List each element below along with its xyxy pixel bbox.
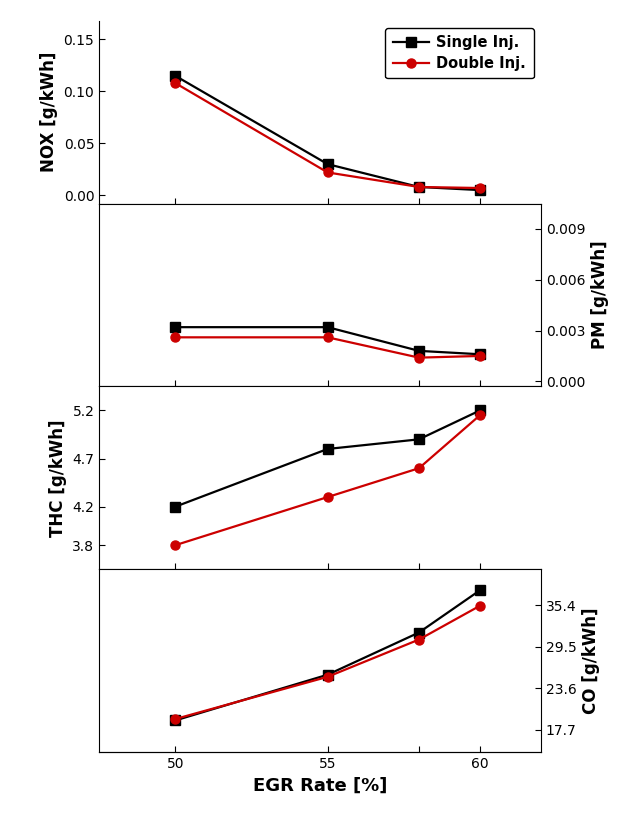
Legend: Single Inj., Double Inj.: Single Inj., Double Inj. [385, 28, 534, 78]
Y-axis label: CO [g/kWh]: CO [g/kWh] [582, 607, 600, 714]
Single Inj. [324, 160, 332, 170]
Y-axis label: NOX [g/kWh]: NOX [g/kWh] [40, 52, 58, 172]
Single Inj. [172, 71, 179, 81]
Y-axis label: PM [g/kWh]: PM [g/kWh] [591, 241, 609, 349]
Line: Double Inj.: Double Inj. [171, 79, 484, 193]
Double Inj. [172, 78, 179, 88]
Double Inj. [476, 183, 484, 193]
Line: Single Inj.: Single Inj. [171, 71, 484, 194]
Single Inj. [415, 182, 423, 192]
Y-axis label: THC [g/kWh]: THC [g/kWh] [49, 419, 67, 537]
Double Inj. [324, 168, 332, 178]
Single Inj. [476, 185, 484, 195]
X-axis label: EGR Rate [%]: EGR Rate [%] [253, 776, 387, 794]
Double Inj. [415, 182, 423, 192]
